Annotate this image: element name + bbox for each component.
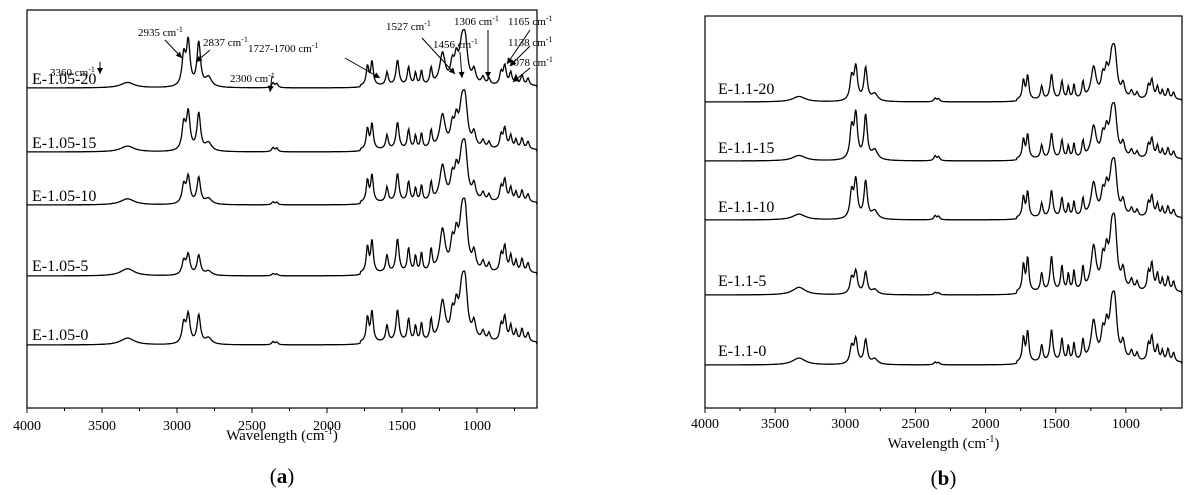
x-axis-title: Wavelength (cm-1) xyxy=(888,434,1000,452)
peak-annotation: 1727-1700 cm-1 xyxy=(248,41,319,55)
series-label: E-1.1-5 xyxy=(718,273,766,290)
arrow-head xyxy=(373,72,380,78)
peak-annotation: 2837 cm-1 xyxy=(203,35,248,49)
peak-annotation: 1527 cm-1 xyxy=(386,19,431,33)
x-tick-label: 3500 xyxy=(761,417,789,432)
x-tick-label: 3500 xyxy=(88,419,116,434)
arrow-head xyxy=(175,51,182,58)
chart-panel-a: 4000 3500 3000 2500 2000 1500 1000 Wavelength (… xyxy=(13,9,553,488)
peak-annotation: 3360 cm-1 xyxy=(50,65,95,79)
peak-annotation: 1456 cm-1 xyxy=(433,37,478,51)
x-tick-label: 1500 xyxy=(1042,417,1070,432)
series-label: E-1.1-15 xyxy=(718,140,774,157)
spectrum-line-E-1.05-20 xyxy=(27,28,538,89)
x-tick-label: 1000 xyxy=(1112,417,1140,432)
x-tick-label: 2000 xyxy=(972,417,1000,432)
panel-label: (a) xyxy=(270,464,295,488)
plot-frame xyxy=(26,9,538,409)
annotation-arrow xyxy=(506,29,531,65)
chart-panel-b: 4000 3500 3000 2500 2000 1500 1000 Wavelength (… xyxy=(691,15,1183,490)
x-axis-title: Wavelength (cm-1) xyxy=(226,426,338,444)
spectrum-line-E-1.1-0 xyxy=(705,290,1183,366)
x-tick-label: 2500 xyxy=(238,419,266,434)
x-tick-label: 4000 xyxy=(13,419,41,434)
series-label: E-1.1-0 xyxy=(718,343,766,360)
spectrum-line-E-1.05-5 xyxy=(27,197,538,277)
x-tick-label: 2500 xyxy=(901,417,929,432)
plot-frame xyxy=(704,15,1183,409)
peak-annotation: 2935 cm-1 xyxy=(138,25,183,39)
annotation-arrow xyxy=(344,57,381,79)
annotation-arrow xyxy=(421,37,456,75)
series-label: E-1.05-10 xyxy=(32,188,96,205)
arrow-head xyxy=(510,59,517,66)
x-tick-label: 1500 xyxy=(388,419,416,434)
x-tick-label: 2000 xyxy=(313,419,341,434)
series-label: E-1.05-20 xyxy=(32,71,96,88)
spectrum-line-E-1.1-10 xyxy=(705,156,1183,221)
spectrum-line-E-1.1-20 xyxy=(705,42,1183,103)
arrow-head xyxy=(448,67,455,74)
peak-annotation: 1138 cm-1 xyxy=(508,35,552,49)
spectrum-line-E-1.05-15 xyxy=(27,88,538,153)
series-label: E-1.1-10 xyxy=(718,199,774,216)
arrow-head xyxy=(513,75,520,82)
peak-annotation: 1306 cm-1 xyxy=(454,14,499,28)
series-label: E-1.05-0 xyxy=(32,327,88,344)
arrow-head xyxy=(507,57,513,64)
series-label: E-1.05-15 xyxy=(32,135,96,152)
x-tick-label: 4000 xyxy=(691,417,719,432)
arrow-head xyxy=(267,85,274,92)
spectrum-line-E-1.1-5 xyxy=(705,212,1183,296)
arrow-head xyxy=(485,72,491,78)
arrow-head xyxy=(458,71,465,78)
panel-label: (b) xyxy=(931,466,957,490)
spectrum-line-E-1.05-0 xyxy=(27,270,538,346)
arrow-head xyxy=(97,68,103,74)
peak-annotation: 1165 cm-1 xyxy=(508,14,552,28)
arrow-head xyxy=(196,55,203,62)
peak-annotation: 1078 cm-1 xyxy=(508,55,553,69)
spectrum-line-E-1.05-10 xyxy=(27,137,538,206)
x-tick-label: 1000 xyxy=(463,419,491,434)
spectrum-line-E-1.1-15 xyxy=(705,101,1183,162)
peak-annotation: 2300 cm-1 xyxy=(230,71,275,85)
series-label: E-1.05-5 xyxy=(32,258,88,275)
x-tick-label: 3000 xyxy=(831,417,859,432)
x-tick-label: 3000 xyxy=(163,419,191,434)
series-label: E-1.1-20 xyxy=(718,81,774,98)
